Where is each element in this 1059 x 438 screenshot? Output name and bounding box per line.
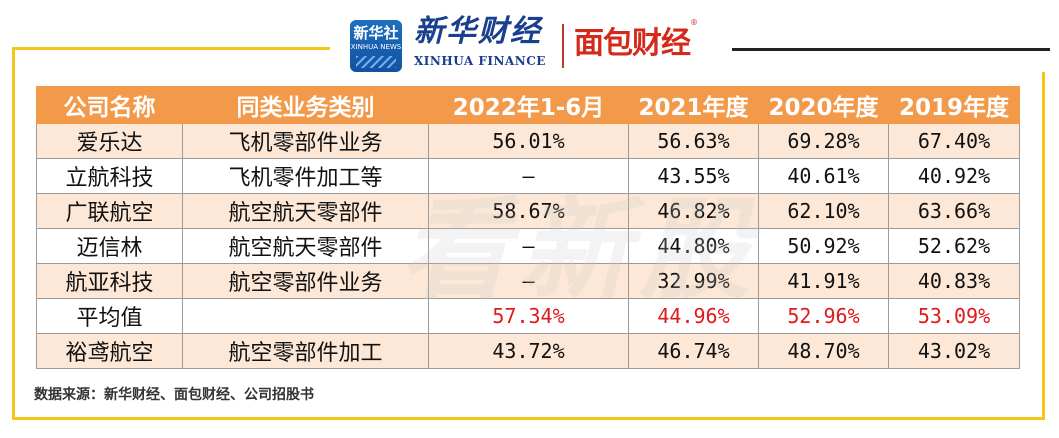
table-cell-v2022h1: 56.01% <box>428 123 629 159</box>
table-cell-v2019: 63.66% <box>888 193 1020 229</box>
table-cell-name: 迈信林 <box>36 228 183 264</box>
table-cell-category <box>182 298 429 334</box>
table-cell-name: 爱乐达 <box>36 123 183 159</box>
network-graphic-icon <box>356 56 396 68</box>
table-row: 立航科技 飞机零件加工等 –43.55% 40.61% 40.92% <box>36 158 1020 194</box>
table-cell-v2022h1: – <box>428 158 629 194</box>
source-note: 数据来源：新华财经、面包财经、公司招股书 <box>34 387 314 403</box>
table-cell-category: 飞机零件加工等 <box>182 158 429 194</box>
table-cell-name: 广联航空 <box>36 193 183 229</box>
registered-mark: ® <box>690 18 698 27</box>
table-cell-v2022h1: – <box>428 228 629 264</box>
table-cell-v2019: 67.40% <box>888 123 1020 159</box>
table-cell-name: 平均值 <box>36 298 183 334</box>
header-2021: 2021年度 <box>628 86 759 124</box>
comparison-table: 公司名称 同类业务类别 2022年1-6月 2021年度 2020年度 2019… <box>36 86 1020 369</box>
table-row: 平均值 57.34% 44.96% 52.96% 53.09% <box>36 298 1020 334</box>
table-row: 广联航空 航空航天零部件 58.67% 46.82% 62.10% 63.66% <box>36 193 1020 229</box>
table-cell-v2020: 41.91% <box>758 263 889 299</box>
table-cell-v2021: 44.96% <box>628 298 759 334</box>
xinhua-badge-sub: XINHUA NEWS <box>350 43 402 51</box>
header-2022h1: 2022年1-6月 <box>428 86 629 124</box>
table-cell-category: 航空零部件业务 <box>182 263 429 299</box>
table-cell-v2019: 40.92% <box>888 158 1020 194</box>
table-row: 迈信林 航空航天零部件 –44.80% 50.92% 52.62% <box>36 228 1020 264</box>
table-cell-name: 航亚科技 <box>36 263 183 299</box>
table-cell-v2022h1: 58.67% <box>428 193 629 229</box>
table-cell-v2020: 52.96% <box>758 298 889 334</box>
table-row: 裕鸢航空 航空零部件加工 43.72% 46.74% 48.70% 43.02% <box>36 333 1020 369</box>
table-cell-category: 航空航天零部件 <box>182 193 429 229</box>
header-company: 公司名称 <box>36 86 183 124</box>
table-cell-v2021: 56.63% <box>628 123 759 159</box>
table-row: 爱乐达 飞机零部件业务 56.01% 56.63% 69.28% 67.40% <box>36 123 1020 159</box>
table-cell-v2021: 46.82% <box>628 193 759 229</box>
logo-separator <box>562 24 564 68</box>
table-cell-v2020: 50.92% <box>758 228 889 264</box>
table-cell-v2019: 43.02% <box>888 333 1020 369</box>
table-cell-name: 立航科技 <box>36 158 183 194</box>
table-cell-category: 航空零部件加工 <box>182 333 429 369</box>
header-2019: 2019年度 <box>888 86 1020 124</box>
xinhua-finance-sub: XINHUA FINANCE <box>414 54 546 68</box>
header-2020: 2020年度 <box>758 86 889 124</box>
table-cell-v2019: 40.83% <box>888 263 1020 299</box>
table-cell-v2019: 52.62% <box>888 228 1020 264</box>
table-cell-v2022h1: 57.34% <box>428 298 629 334</box>
header-rule <box>732 48 1050 51</box>
xinhua-news-logo: 新华社 XINHUA NEWS <box>350 20 402 72</box>
table-cell-name: 裕鸢航空 <box>36 333 183 369</box>
table-cell-v2020: 40.61% <box>758 158 889 194</box>
table-cell-v2020: 48.70% <box>758 333 889 369</box>
xinhua-badge-text: 新华社 <box>353 24 399 42</box>
table-cell-v2021: 46.74% <box>628 333 759 369</box>
table-row: 航亚科技 航空零部件业务 –32.99% 41.91% 40.83% <box>36 263 1020 299</box>
table-cell-v2022h1: 43.72% <box>428 333 629 369</box>
table-cell-v2021: 43.55% <box>628 158 759 194</box>
header-category: 同类业务类别 <box>182 86 429 124</box>
table-cell-category: 飞机零部件业务 <box>182 123 429 159</box>
table-cell-v2021: 32.99% <box>628 263 759 299</box>
table-header-row: 公司名称 同类业务类别 2022年1-6月 2021年度 2020年度 2019… <box>36 86 1020 124</box>
table-cell-category: 航空航天零部件 <box>182 228 429 264</box>
table-cell-v2021: 44.80% <box>628 228 759 264</box>
table-cell-v2020: 69.28% <box>758 123 889 159</box>
table-cell-v2020: 62.10% <box>758 193 889 229</box>
xinhua-finance-logo: 新华财经 <box>414 14 542 49</box>
table-cell-v2019: 53.09% <box>888 298 1020 334</box>
table-cell-v2022h1: – <box>428 263 629 299</box>
mianbao-finance-logo: 面包财经 <box>574 26 691 61</box>
header-logos: 新华社 XINHUA NEWS 新华财经 XINHUA FINANCE 面包财经… <box>330 14 1050 72</box>
